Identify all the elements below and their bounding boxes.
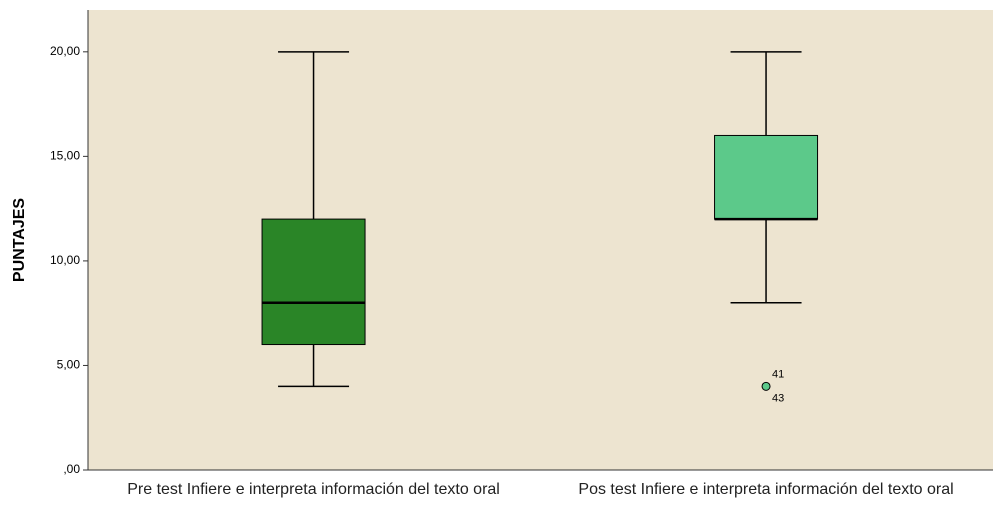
outlier bbox=[761, 381, 771, 391]
y-tick-label: 15,00 bbox=[50, 149, 80, 163]
y-tick-label: ,00 bbox=[63, 462, 80, 476]
y-axis-label: PUNTAJES bbox=[11, 198, 28, 282]
plot-background bbox=[88, 10, 993, 470]
box bbox=[261, 218, 366, 346]
outlier-label: 43 bbox=[772, 392, 784, 404]
y-tick-label: 20,00 bbox=[50, 44, 80, 58]
box bbox=[714, 134, 819, 220]
y-tick-label: 5,00 bbox=[57, 358, 81, 372]
x-tick-label: Pre test Infiere e interpreta informació… bbox=[127, 481, 500, 498]
x-tick-label: Pos test Infiere e interpreta informació… bbox=[578, 481, 954, 498]
y-tick-label: 10,00 bbox=[50, 253, 80, 267]
outlier-label: 41 bbox=[772, 368, 784, 380]
